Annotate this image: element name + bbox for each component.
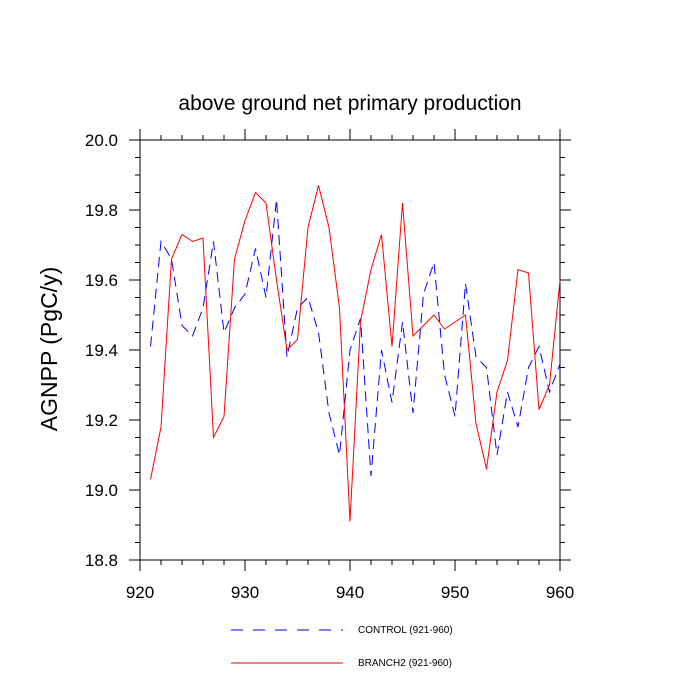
series-line-branch2: [150, 185, 561, 522]
legend-label-control: CONTROL (921-960): [358, 625, 453, 636]
legend: CONTROL (921-960) BRANCH2 (921-960): [231, 625, 453, 669]
y-tick-label: 18.8: [85, 551, 118, 570]
x-tick-label: 930: [231, 583, 259, 602]
y-tick-label: 19.4: [85, 341, 118, 360]
x-tick-label: 950: [441, 583, 469, 602]
axis-ticks: [129, 129, 571, 571]
y-axis-label: AGNPP (PgC/y): [36, 267, 62, 431]
x-tick-label: 940: [336, 583, 364, 602]
y-tick-label: 19.2: [85, 411, 118, 430]
y-tick-labels: 18.8 19.0 19.2 19.4 19.6 19.8 20.0: [85, 131, 118, 570]
x-tick-labels: 920 930 940 950 960: [126, 583, 574, 602]
y-tick-label: 19.8: [85, 201, 118, 220]
y-tick-label: 20.0: [85, 131, 118, 150]
y-tick-label: 19.0: [85, 481, 118, 500]
y-tick-label: 19.6: [85, 271, 118, 290]
chart-title: above ground net primary production: [178, 92, 521, 115]
x-tick-label: 920: [126, 583, 154, 602]
series-line-control: [150, 199, 561, 477]
x-tick-label: 960: [546, 583, 574, 602]
series-layer: [150, 185, 561, 522]
legend-label-branch2: BRANCH2 (921-960): [358, 658, 452, 669]
